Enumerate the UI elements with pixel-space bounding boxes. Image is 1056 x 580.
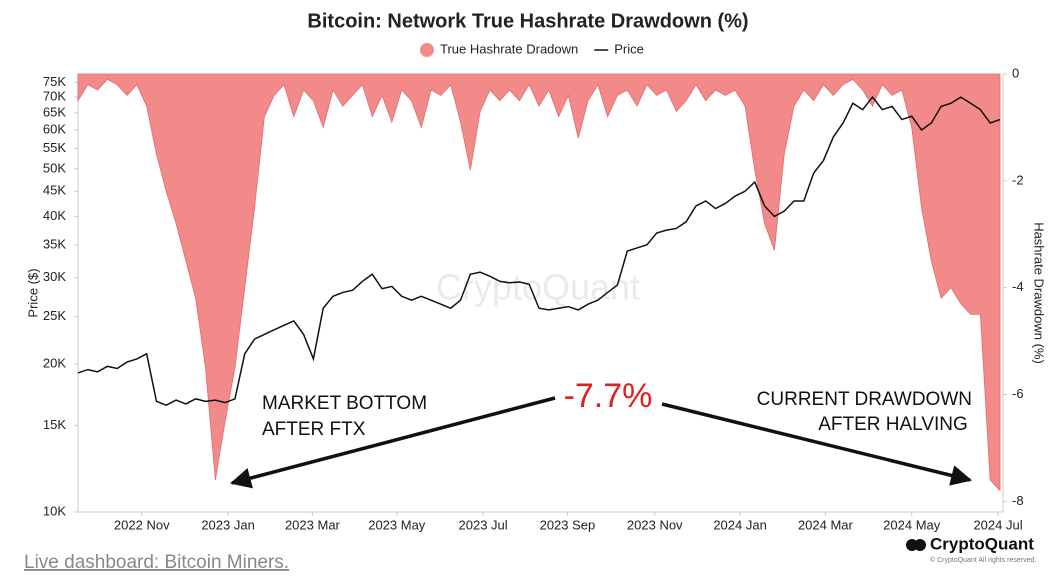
legend-swatch [420, 43, 434, 57]
x-tick-label: 2024 Jan [713, 517, 767, 532]
arrow [661, 402, 973, 486]
plot-area: 10K 15K 20K 25K 30K 35K 40K 45K 50K 55K 60K 65K70K7… [43, 65, 1024, 532]
x-tick-label: 2023 Jul [459, 517, 508, 532]
x-tick-label: 2024 Mar [798, 517, 854, 532]
drawdown-area [77, 73, 1001, 492]
x-tick-label: 2023 Nov [627, 517, 683, 532]
copyright: © CryptoQuant All rights reserved. [930, 556, 1036, 564]
y-tick-label: 50K [43, 160, 66, 175]
x-tick-label: 2022 Nov [114, 517, 170, 532]
y-tick-label: 65K [43, 104, 66, 119]
y2-tick-label: -6 [1012, 386, 1024, 401]
watermark: CryptoQuant [436, 267, 640, 308]
y-tick-label: 30K [43, 269, 66, 284]
y-tick-label: 45K [43, 183, 66, 198]
y2-tick-label: -8 [1012, 493, 1024, 508]
y-tick-label: 60K [43, 121, 66, 136]
y-tick-label: 35K [43, 236, 66, 251]
y-tick-label: 20K [43, 356, 66, 371]
annotation: -7.7% [564, 377, 653, 415]
arrow [229, 396, 556, 489]
x-tick-label: 2023 Jan [201, 517, 255, 532]
brand: CryptoQuant [930, 534, 1034, 553]
annotation: MARKET BOTTOM [262, 393, 427, 414]
annotation: AFTER FTX [262, 419, 366, 440]
legend-label: Price [614, 41, 644, 56]
annotation: AFTER HALVING [818, 414, 968, 435]
x-tick-label: 2023 May [368, 517, 426, 532]
annotation: CURRENT DRAWDOWN [757, 389, 972, 410]
y-tick-label: 55K [43, 140, 66, 155]
y-tick-label: 75K [43, 74, 66, 89]
y-tick-label: 15K [43, 417, 66, 432]
x-tick-label: 2023 Sep [540, 517, 596, 532]
dashboard-link[interactable]: Live dashboard: Bitcoin Miners. [24, 552, 289, 573]
legend-label: True Hashrate Dradown [440, 41, 578, 56]
y2-tick-label: -4 [1012, 279, 1024, 294]
y2-tick-label: 0 [1012, 65, 1019, 80]
y-tick-label: 40K [43, 208, 66, 223]
price-line [77, 95, 1001, 407]
y-tick-label: 10K [43, 503, 66, 518]
x-tick-label: 2023 Mar [285, 517, 341, 532]
y-axis-label: Price ($) [25, 268, 40, 317]
y-tick-label: 25K [43, 308, 66, 323]
x-tick-label: 2024 May [883, 517, 941, 532]
brand-logo [914, 539, 926, 551]
y-tick-label: 70K [43, 89, 66, 104]
chart-title: Bitcoin: Network True Hashrate Drawdown … [307, 10, 748, 32]
y2-axis-label: Hashrate Drawdown (%) [1032, 222, 1047, 364]
y2-tick-label: -2 [1012, 172, 1024, 187]
x-tick-label: 2024 Jul [973, 517, 1022, 532]
